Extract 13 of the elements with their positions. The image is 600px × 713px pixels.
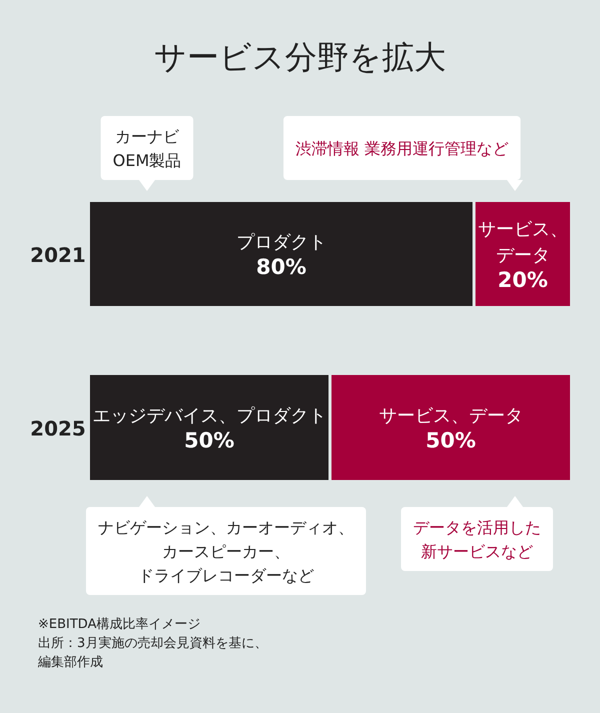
text: ナビゲーション、カーオーディオ、カースピーカー、ドライブレコーダーなど [98,518,354,585]
data-label: エッジデバイス、プロダクト50% [92,406,326,452]
data-label: サービス、データ50% [378,406,523,452]
text: データを活用した新サービスなど [413,518,541,561]
text: ※EBITDA構成比率イメージ [38,616,200,632]
text: 出所：3月実施の売却会見資料を基に、編集部作成 [37,635,268,670]
text: 渋滞情報 業務用運行管理など [295,139,509,158]
chart-title: サービス分野を拡大 [154,38,446,76]
y-tick-label: 2021 [30,243,86,267]
annotation: カーナビOEM製品 [112,127,182,170]
y-tick-label: 2025 [30,416,86,440]
data-label: サービス、データ20% [478,219,568,292]
data-label: プロダクト80% [236,232,326,279]
